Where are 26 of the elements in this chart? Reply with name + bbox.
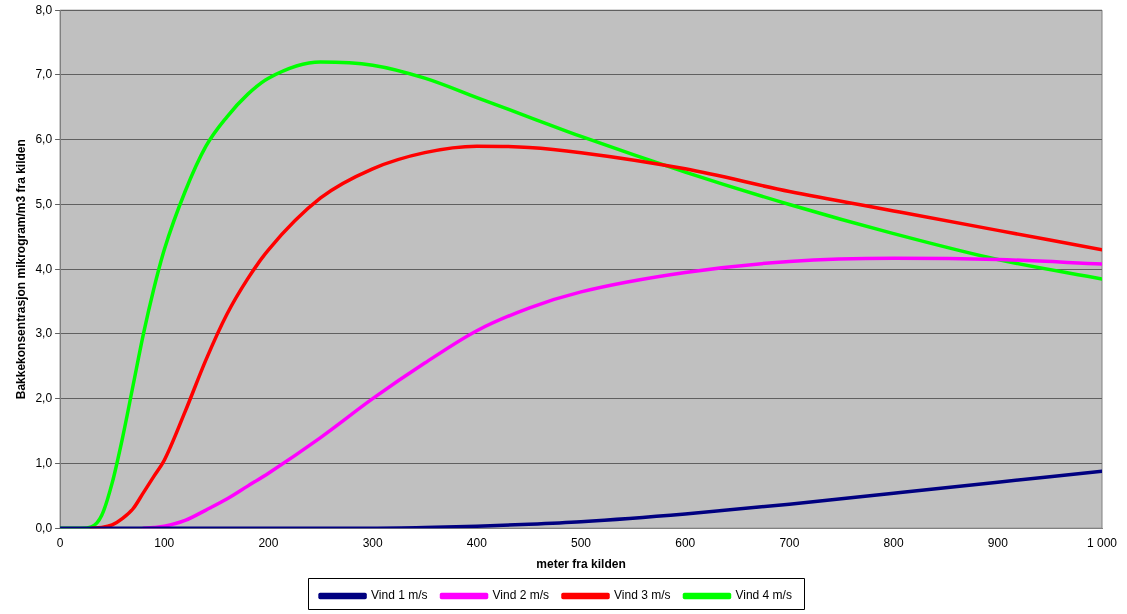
x-tick-label: 300 [362,535,383,550]
x-tick-label: 1 000 [1086,535,1118,550]
y-tick-label: 7,0 [35,67,53,82]
y-axis-title: Bakkekonsentrasjon mikrogram/m3 fra kilden [13,139,28,400]
x-tick-label: 900 [987,535,1009,550]
y-tick-label: 2,0 [35,391,53,406]
legend-label: Vind 3 m/s [614,588,671,603]
y-tick-label: 0,0 [35,520,53,535]
x-tick-label: 600 [675,535,696,550]
x-tick-label: 200 [258,535,279,550]
legend-label: Vind 2 m/s [492,588,550,603]
x-tick-label: 0 [56,535,64,550]
x-axis-title: meter fra kilden [536,557,626,572]
y-tick-label: 4,0 [35,261,53,276]
y-tick-label: 6,0 [35,132,53,147]
y-tick-label: 1,0 [35,455,53,470]
x-tick-label: 700 [779,535,800,550]
x-tick-label: 400 [466,535,488,550]
x-tick-label: 800 [883,535,904,550]
x-tick-label: 500 [571,535,592,550]
y-tick-label: 8,0 [35,2,53,17]
y-tick-label: 5,0 [35,196,53,211]
x-tick-label: 100 [154,535,175,550]
y-tick-label: 3,0 [35,326,53,341]
legend-label: Vind 1 m/s [371,588,428,603]
legend-label: Vind 4 m/s [735,588,792,603]
